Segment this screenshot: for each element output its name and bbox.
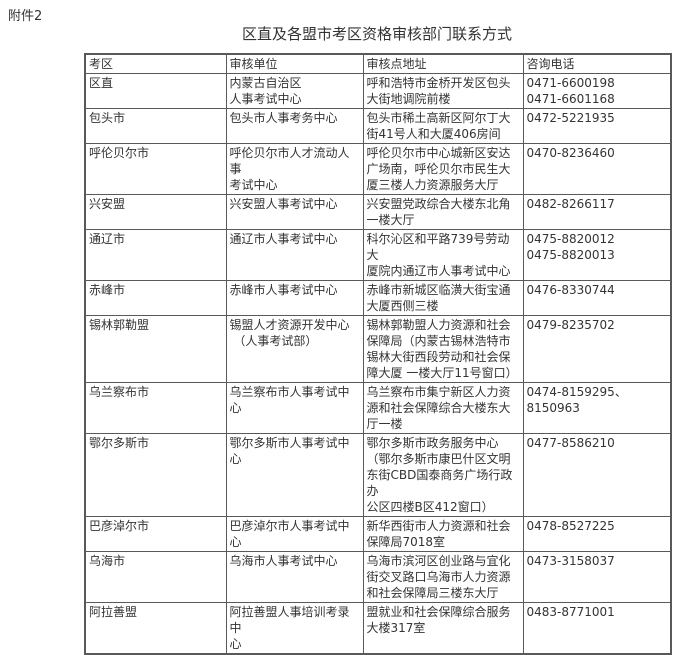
cell-address: 乌兰察布市集宁新区人力资 源和社会保障综合大楼东大 厅一楼 [362, 382, 524, 434]
cell-phone: 0475-8820012 0475-8820013 [522, 229, 672, 281]
cell-phone: 0477-8586210 [522, 433, 672, 517]
cell-unit: 鄂尔多斯市人事考试中心 [225, 433, 364, 517]
cell-unit: 呼伦贝尔市人才流动人事 考试中心 [225, 143, 364, 195]
col-header-region: 考区 [84, 53, 227, 74]
cell-region: 锡林郭勒盟 [84, 315, 227, 383]
cell-address: 锡林郭勒盟人力资源和社会 保障局（内蒙古锡林浩特市 锡林大街西段劳动和社会保 障… [362, 315, 524, 383]
table-row: 乌海市 乌海市人事考试中心 乌海市滨河区创业路与宜化 街交叉路口乌海市人力资源 … [84, 551, 672, 603]
cell-unit: 乌海市人事考试中心 [225, 551, 364, 603]
cell-phone: 0470-8236460 [522, 143, 672, 195]
table-row: 锡林郭勒盟 锡盟人才资源开发中心 （人事考试部） 锡林郭勒盟人力资源和社会 保障… [84, 315, 672, 383]
cell-phone: 0474-8159295、 8150963 [522, 382, 672, 434]
cell-unit: 巴彦淖尔市人事考试中心 [225, 516, 364, 552]
col-header-address: 审核点地址 [362, 53, 524, 74]
col-header-unit: 审核单位 [225, 53, 364, 74]
cell-region: 通辽市 [84, 229, 227, 281]
cell-address: 新华西街市人力资源和社会 保障局7018室 [362, 516, 524, 552]
cell-region: 鄂尔多斯市 [84, 433, 227, 517]
table-row: 呼伦贝尔市 呼伦贝尔市人才流动人事 考试中心 呼伦贝尔市中心城新区安达 广场南，… [84, 143, 672, 195]
cell-phone: 0483-8771001 [522, 602, 672, 655]
header-row: 考区 审核单位 审核点地址 咨询电话 [84, 53, 672, 74]
cell-address: 呼和浩特市金桥开发区包头 大街地调院前楼 [362, 73, 524, 109]
table-row: 兴安盟 兴安盟人事考试中心 兴安盟党政综合大楼东北角 一楼大厅 0482-826… [84, 194, 672, 230]
table-row: 包头市 包头市人事考务中心 包头市稀土高新区阿尔丁大 街41号人和大厦406房间… [84, 108, 672, 144]
cell-phone: 0473-3158037 [522, 551, 672, 603]
cell-unit: 赤峰市人事考试中心 [225, 280, 364, 316]
cell-address: 盟就业和社会保障综合服务 大楼317室 [362, 602, 524, 655]
cell-phone: 0479-8235702 [522, 315, 672, 383]
table-row: 阿拉善盟 阿拉善盟人事培训考录中 心 盟就业和社会保障综合服务 大楼317室 0… [84, 602, 672, 655]
cell-region: 乌海市 [84, 551, 227, 603]
cell-address: 兴安盟党政综合大楼东北角 一楼大厅 [362, 194, 524, 230]
cell-address: 鄂尔多斯市政务服务中心 （鄂尔多斯市康巴什区文明 东街CBD国泰商务广场行政办 … [362, 433, 524, 517]
cell-address: 呼伦贝尔市中心城新区安达 广场南，呼伦贝尔市民生大 厦三楼人力资源服务大厅 [362, 143, 524, 195]
table-row: 巴彦淖尔市 巴彦淖尔市人事考试中心 新华西街市人力资源和社会 保障局7018室 … [84, 516, 672, 552]
cell-unit: 乌兰察布市人事考试中心 [225, 382, 364, 434]
cell-region: 巴彦淖尔市 [84, 516, 227, 552]
cell-unit: 锡盟人才资源开发中心 （人事考试部） [225, 315, 364, 383]
cell-address: 赤峰市新城区临潢大街宝通 大厦西侧三楼 [362, 280, 524, 316]
cell-unit: 内蒙古自治区 人事考试中心 [225, 73, 364, 109]
cell-phone: 0472-5221935 [522, 108, 672, 144]
cell-phone: 0478-8527225 [522, 516, 672, 552]
table-row: 区直 内蒙古自治区 人事考试中心 呼和浩特市金桥开发区包头 大街地调院前楼 04… [84, 73, 672, 109]
cell-region: 乌兰察布市 [84, 382, 227, 434]
contact-table: 考区 审核单位 审核点地址 咨询电话 区直 内蒙古自治区 人事考试中心 呼和浩特… [84, 53, 672, 655]
document-body: 区直及各盟市考区资格审核部门联系方式 考区 审核单位 审核点地址 咨询电话 区直… [84, 25, 672, 655]
cell-region: 呼伦贝尔市 [84, 143, 227, 195]
cell-unit: 阿拉善盟人事培训考录中 心 [225, 602, 364, 655]
cell-address: 乌海市滨河区创业路与宜化 街交叉路口乌海市人力资源 和社会保障局三楼东大厅 [362, 551, 524, 603]
cell-unit: 通辽市人事考试中心 [225, 229, 364, 281]
cell-region: 阿拉善盟 [84, 602, 227, 655]
attachment-label: 附件2 [8, 9, 43, 24]
cell-address: 科尔沁区和平路739号劳动大 厦院内通辽市人事考试中心 [362, 229, 524, 281]
cell-region: 区直 [84, 73, 227, 109]
cell-phone: 0476-8330744 [522, 280, 672, 316]
table-row: 通辽市 通辽市人事考试中心 科尔沁区和平路739号劳动大 厦院内通辽市人事考试中… [84, 229, 672, 281]
cell-phone: 0471-6600198 0471-6601168 [522, 73, 672, 109]
cell-region: 包头市 [84, 108, 227, 144]
table-row: 乌兰察布市 乌兰察布市人事考试中心 乌兰察布市集宁新区人力资 源和社会保障综合大… [84, 382, 672, 434]
table-row: 赤峰市 赤峰市人事考试中心 赤峰市新城区临潢大街宝通 大厦西侧三楼 0476-8… [84, 280, 672, 316]
page-title: 区直及各盟市考区资格审核部门联系方式 [241, 25, 512, 43]
cell-region: 赤峰市 [84, 280, 227, 316]
cell-address: 包头市稀土高新区阿尔丁大 街41号人和大厦406房间 [362, 108, 524, 144]
cell-unit: 包头市人事考务中心 [225, 108, 364, 144]
col-header-phone: 咨询电话 [522, 53, 672, 74]
table-row: 鄂尔多斯市 鄂尔多斯市人事考试中心 鄂尔多斯市政务服务中心 （鄂尔多斯市康巴什区… [84, 433, 672, 517]
cell-unit: 兴安盟人事考试中心 [225, 194, 364, 230]
cell-phone: 0482-8266117 [522, 194, 672, 230]
cell-region: 兴安盟 [84, 194, 227, 230]
